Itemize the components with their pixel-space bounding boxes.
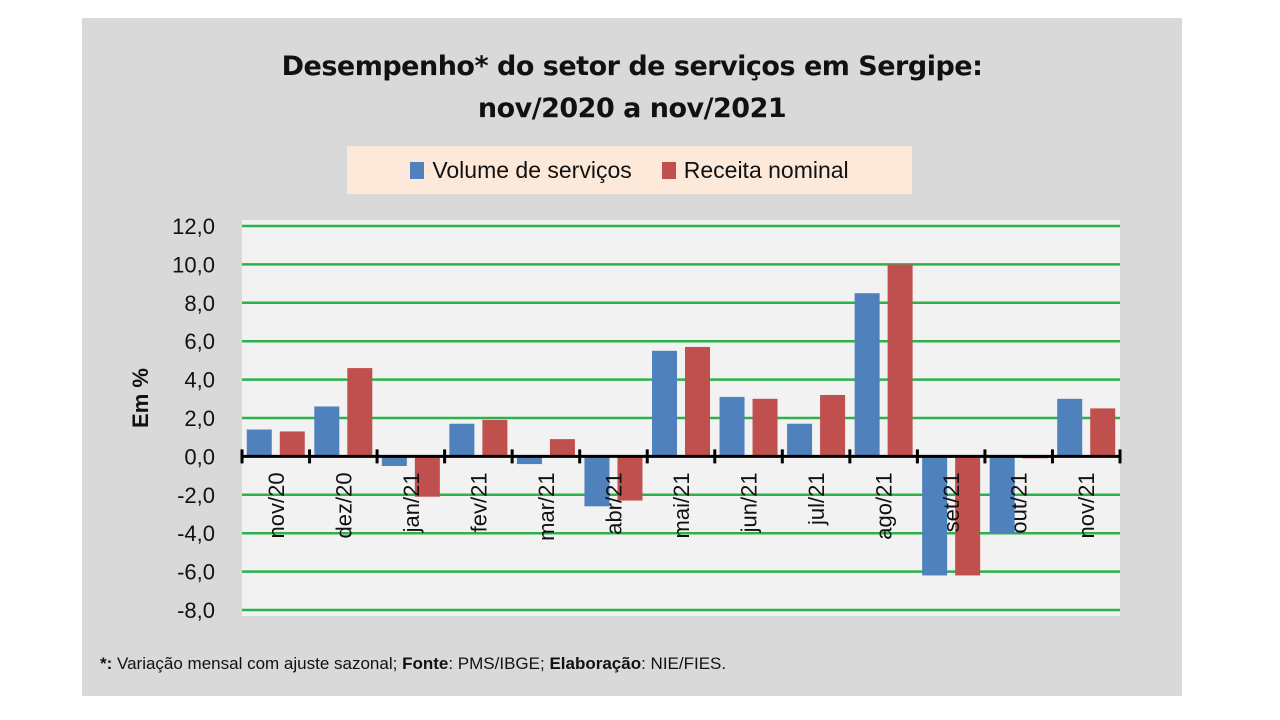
footnote: *: Variação mensal com ajuste sazonal; F… [100,654,726,674]
legend: Volume de serviços Receita nominal [347,146,912,194]
footnote-text-1: Variação mensal com ajuste sazonal; [112,654,403,673]
bar-receita [482,419,508,457]
legend-swatch-volume [410,161,425,179]
legend-label-receita: Receita nominal [683,156,849,183]
bar-volume [381,456,407,466]
x-tick-label: jan/21 [399,472,424,533]
bar-receita [347,368,373,457]
footnote-marker: *: [100,654,113,673]
bar-receita [820,394,846,457]
y-tick-label: 8,0 [184,291,215,316]
y-tick-label: -8,0 [177,598,215,623]
title-line-1: Desempenho* do setor de serviços em Serg… [281,51,983,82]
x-tick-label: fev/21 [466,472,491,532]
y-axis-title: Em % [128,368,153,428]
bar-volume [314,406,340,457]
legend-swatch-receita [661,161,676,179]
bar-receita [685,346,710,457]
legend-label-volume: Volume de serviços [432,156,632,183]
bar-volume [989,456,1015,534]
bar-volume [246,429,272,457]
bar-receita [549,439,575,457]
bar-volume [516,456,542,465]
x-tick-label: nov/21 [1074,472,1099,538]
bar-volume [787,423,813,457]
bar-receita [955,456,981,576]
footnote-text-3: : NIE/FIES. [641,654,727,673]
y-tick-label: 12,0 [172,214,215,239]
bar-volume [652,350,677,457]
y-tick-label: -6,0 [177,560,215,585]
x-tick-label: dez/20 [331,472,356,538]
y-tick-label: 4,0 [184,368,215,393]
bar-receita [279,431,305,457]
chart-frame: Desempenho* do setor de serviços em Serg… [82,18,1182,696]
y-tick-label: -4,0 [177,521,215,546]
footnote-text-2: : PMS/IBGE; [448,654,550,673]
bar-volume [584,456,610,507]
chart-title: Desempenho* do setor de serviços em Serg… [82,46,1182,130]
bar-volume [854,293,880,457]
x-tick-label: jun/21 [737,472,762,533]
bar-volume [449,423,475,457]
bar-volume [922,456,948,576]
bar-volume [719,396,745,457]
bar-volume [1057,398,1083,457]
bar-receita [1090,408,1116,457]
y-tick-label: 6,0 [184,329,215,354]
x-tick-label: mar/21 [534,472,559,540]
y-tick-label: 10,0 [172,252,215,277]
legend-item-volume: Volume de serviços [410,156,632,184]
x-tick-label: out/21 [1007,472,1032,533]
bar-receita [617,456,643,501]
bar-chart: 12,0 10,0 8,0 6,0 4,0 2,0 0,0 -2,0 -4,0 -6,0 -8,0 E… [128,214,1122,623]
bar-receita [752,398,778,457]
x-tick-label: ago/21 [872,472,897,539]
bar-receita [887,264,913,457]
y-tick-label: 2,0 [184,406,215,431]
y-tick-label: 0,0 [184,444,215,469]
y-tick-label: -2,0 [177,483,215,508]
x-tick-label: jul/21 [804,472,829,526]
x-tick-label: nov/20 [264,472,289,538]
footnote-fonte-label: Fonte [402,654,449,673]
legend-item-receita: Receita nominal [661,156,849,184]
x-tick-label: abr/21 [601,472,626,534]
title-line-2: nov/2020 a nov/2021 [477,93,787,124]
x-tick-label: mai/21 [669,472,694,538]
bar-receita [414,456,440,497]
footnote-elab-label: Elaboração [549,654,642,673]
x-tick-label: set/21 [939,472,964,532]
